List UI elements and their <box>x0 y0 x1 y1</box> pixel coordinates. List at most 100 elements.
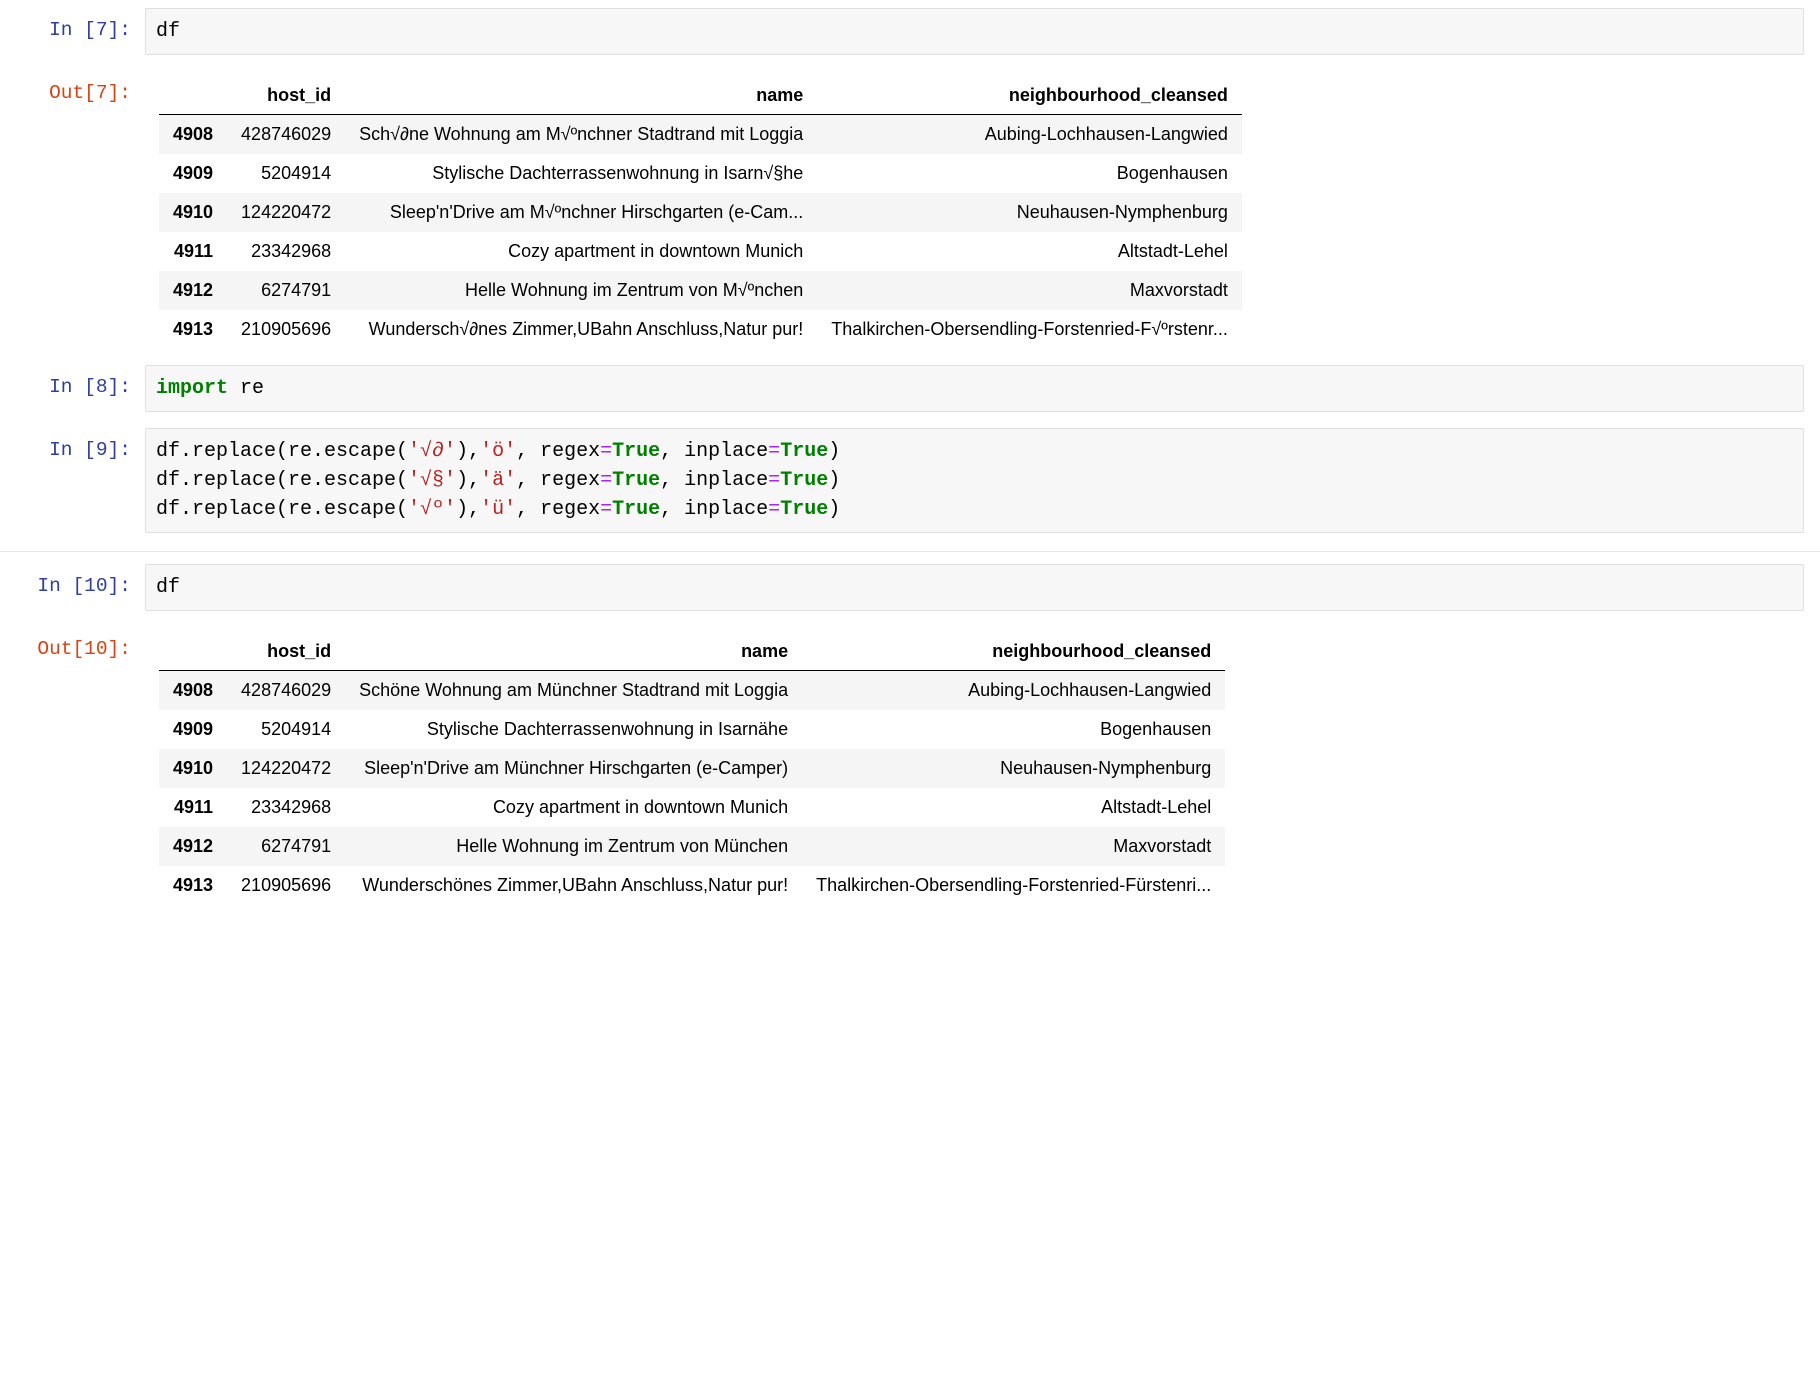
table-cell: 210905696 <box>227 866 345 905</box>
row-index: 4908 <box>159 115 227 155</box>
input-prompt: In [9]: <box>0 428 145 465</box>
dataframe-table: host_idnameneighbourhood_cleansed4908428… <box>159 633 1225 905</box>
table-cell: Bogenhausen <box>817 154 1242 193</box>
row-index: 4908 <box>159 671 227 711</box>
table-cell: Thalkirchen-Obersendling-Forstenried-Für… <box>802 866 1225 905</box>
table-cell: 23342968 <box>227 232 345 271</box>
code-token: , inplace <box>660 440 768 463</box>
table-corner <box>159 633 227 671</box>
code-token: True <box>780 440 828 463</box>
table-row: 4908428746029Sch√∂ne Wohnung am M√ºnchne… <box>159 115 1242 155</box>
table-row: 491123342968Cozy apartment in downtown M… <box>159 788 1225 827</box>
table-cell: Helle Wohnung im Zentrum von München <box>345 827 802 866</box>
code-token: ) <box>828 440 840 463</box>
code-token: ), <box>456 469 480 492</box>
code-token: True <box>612 498 660 521</box>
table-row: 4910124220472Sleep'n'Drive am M√ºnchner … <box>159 193 1242 232</box>
table-cell: 428746029 <box>227 671 345 711</box>
row-index: 4912 <box>159 271 227 310</box>
code-token: df.replace(re.escape( <box>156 469 408 492</box>
code-token: True <box>612 440 660 463</box>
code-token: , regex <box>516 498 600 521</box>
table-cell: Aubing-Lochhausen-Langwied <box>802 671 1225 711</box>
table-cell: 5204914 <box>227 154 345 193</box>
code-token: = <box>768 440 780 463</box>
row-index: 4913 <box>159 866 227 905</box>
cell-input-row: In [8]:import re <box>0 357 1820 420</box>
code-token: = <box>768 498 780 521</box>
cell-output-row: Out[10]: host_idnameneighbourhood_cleanse… <box>0 619 1820 913</box>
table-cell: Bogenhausen <box>802 710 1225 749</box>
table-cell: Neuhausen-Nymphenburg <box>802 749 1225 788</box>
code-token: df <box>156 20 180 43</box>
table-cell: Cozy apartment in downtown Munich <box>345 232 817 271</box>
table-row: 491123342968Cozy apartment in downtown M… <box>159 232 1242 271</box>
table-cell: Schöne Wohnung am Münchner Stadtrand mit… <box>345 671 802 711</box>
code-token: df.replace(re.escape( <box>156 498 408 521</box>
cell-input-row: In [9]:df.replace(re.escape('√∂'),'ö', r… <box>0 420 1820 541</box>
table-cell: Altstadt-Lehel <box>817 232 1242 271</box>
code-input[interactable]: import re <box>145 365 1804 412</box>
table-cell: Stylische Dachterrassenwohnung in Isarnä… <box>345 710 802 749</box>
column-header: neighbourhood_cleansed <box>817 77 1242 115</box>
code-token: '√∂' <box>408 440 456 463</box>
table-cell: Thalkirchen-Obersendling-Forstenried-F√º… <box>817 310 1242 349</box>
code-token: = <box>600 440 612 463</box>
table-cell: 6274791 <box>227 271 345 310</box>
row-index: 4913 <box>159 310 227 349</box>
code-token: True <box>612 469 660 492</box>
table-row: 4913210905696Wunderschönes Zimmer,UBahn … <box>159 866 1225 905</box>
cell-output-row: Out[7]: host_idnameneighbourhood_cleansed… <box>0 63 1820 357</box>
table-cell: Sleep'n'Drive am Münchner Hirschgarten (… <box>345 749 802 788</box>
table-cell: Maxvorstadt <box>817 271 1242 310</box>
code-token: ) <box>828 498 840 521</box>
table-corner <box>159 77 227 115</box>
table-cell: 428746029 <box>227 115 345 155</box>
code-token: 'ö' <box>480 440 516 463</box>
cell-input-row: In [10]: df <box>0 556 1820 619</box>
row-index: 4910 <box>159 193 227 232</box>
table-cell: Wundersch√∂nes Zimmer,UBahn Anschluss,Na… <box>345 310 817 349</box>
cell-separator <box>0 551 1820 552</box>
table-row: 4910124220472Sleep'n'Drive am Münchner H… <box>159 749 1225 788</box>
row-index: 4911 <box>159 788 227 827</box>
column-header: host_id <box>227 633 345 671</box>
cell-body: import re <box>145 365 1820 412</box>
column-header: name <box>345 77 817 115</box>
row-index: 4910 <box>159 749 227 788</box>
output-prompt: Out[10]: <box>0 627 145 664</box>
code-token: ), <box>456 440 480 463</box>
table-cell: Helle Wohnung im Zentrum von M√ºnchen <box>345 271 817 310</box>
column-header: name <box>345 633 802 671</box>
code-token: '√º' <box>408 498 456 521</box>
cell-input-row: In [7]: df <box>0 0 1820 63</box>
code-input[interactable]: df <box>145 8 1804 55</box>
column-header: neighbourhood_cleansed <box>802 633 1225 671</box>
code-token: True <box>780 498 828 521</box>
table-cell: 5204914 <box>227 710 345 749</box>
table-cell: 124220472 <box>227 749 345 788</box>
output-prompt: Out[7]: <box>0 71 145 108</box>
code-token: re <box>228 377 264 400</box>
input-prompt: In [7]: <box>0 8 145 45</box>
table-cell: 210905696 <box>227 310 345 349</box>
dataframe-table: host_idnameneighbourhood_cleansed4908428… <box>159 77 1242 349</box>
table-cell: Aubing-Lochhausen-Langwied <box>817 115 1242 155</box>
code-token: , regex <box>516 440 600 463</box>
table-cell: 124220472 <box>227 193 345 232</box>
table-cell: Cozy apartment in downtown Munich <box>345 788 802 827</box>
column-header: host_id <box>227 77 345 115</box>
cell-body: df.replace(re.escape('√∂'),'ö', regex=Tr… <box>145 428 1820 533</box>
table-cell: 23342968 <box>227 788 345 827</box>
code-input[interactable]: df.replace(re.escape('√∂'),'ö', regex=Tr… <box>145 428 1804 533</box>
table-cell: Neuhausen-Nymphenburg <box>817 193 1242 232</box>
table-row: 4908428746029Schöne Wohnung am Münchner … <box>159 671 1225 711</box>
code-token: df <box>156 576 180 599</box>
table-cell: 6274791 <box>227 827 345 866</box>
code-token: = <box>768 469 780 492</box>
table-row: 49126274791Helle Wohnung im Zentrum von … <box>159 827 1225 866</box>
input-prompt: In [10]: <box>0 564 145 601</box>
input-prompt: In [8]: <box>0 365 145 402</box>
cell-body: df <box>145 564 1820 611</box>
code-input[interactable]: df <box>145 564 1804 611</box>
